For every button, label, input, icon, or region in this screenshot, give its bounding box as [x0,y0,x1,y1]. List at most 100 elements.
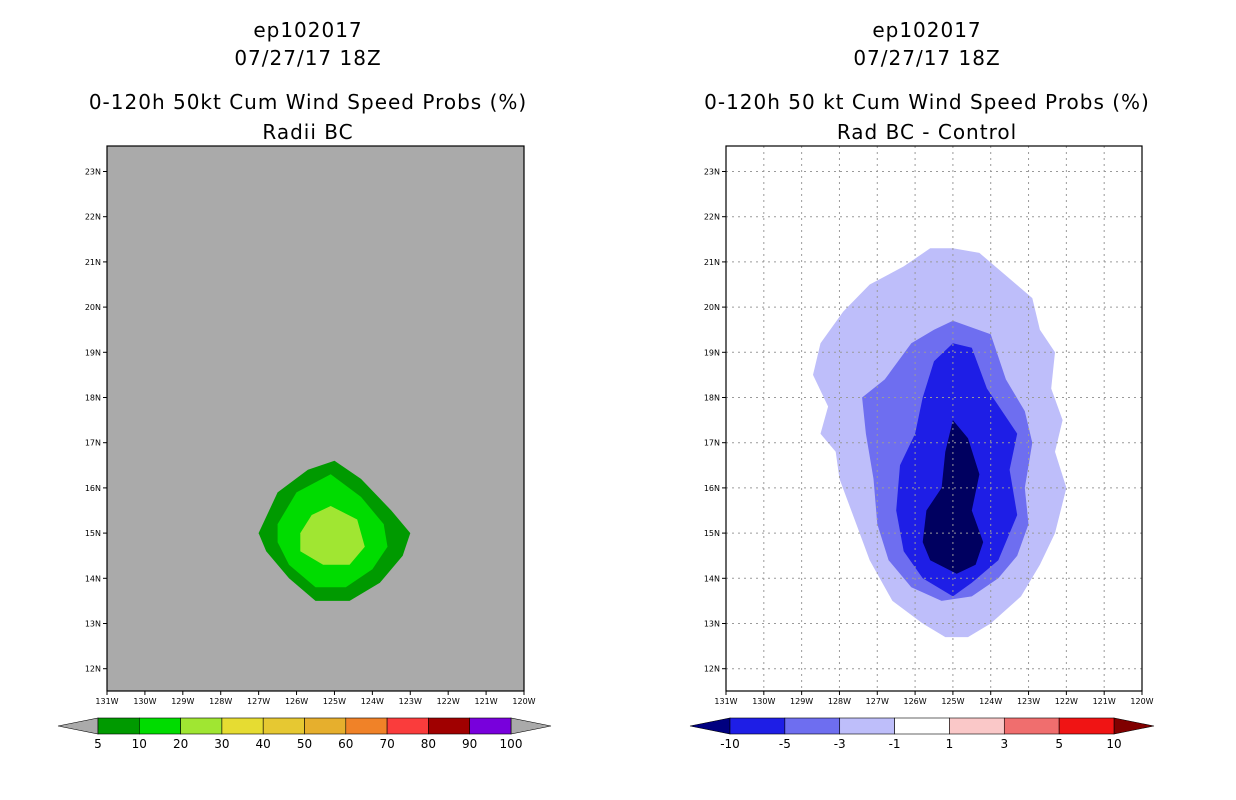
right-y-tick-label-9: 21N [704,258,720,267]
left-datetime: 07/27/17 18Z [234,46,382,70]
left-x-tick-label-10: 121W [474,697,497,706]
right-colorbar-label-4: 1 [946,737,954,751]
right-colorbar-swatch-4 [949,717,1005,735]
right-contour-3 [922,420,984,574]
right-colorbar-label-5: 3 [1000,737,1008,751]
left-y-tick-label-6: 18N [85,394,101,403]
left-plot-area [107,146,524,691]
right-y-tick-label-5: 17N [704,439,720,448]
left-x-tick-label-5: 126W [285,697,308,706]
right-y-tick-label-8: 20N [704,303,720,312]
right-x-tick-label-6: 125W [941,697,964,706]
left-y-tick-label-9: 21N [85,258,101,267]
left-y-tick-label-0: 12N [85,665,101,674]
left-x-tick-label-1: 130W [133,697,156,706]
right-x-tick-label-11: 120W [1130,697,1153,706]
left-colorbar-swatch-3 [221,717,264,735]
left-chart-title: 0-120h 50kt Cum Wind Speed Probs (%) [88,90,528,114]
right-chart-title: 0-120h 50 kt Cum Wind Speed Probs (%) [704,90,1150,114]
left-y-tick-label-1: 13N [85,620,101,629]
right-colorbar-high-arrow [1113,717,1155,735]
left-y-tick-label-3: 15N [85,529,101,538]
left-colorbar-label-6: 60 [338,737,353,751]
left-colorbar-label-3: 30 [214,737,229,751]
left-colorbar-label-2: 20 [173,737,188,751]
left-colorbar-label-8: 80 [421,737,436,751]
right-storm-id: ep102017 [872,18,982,42]
left-colorbar-swatch-6 [345,717,388,735]
left-x-tick-label-4: 127W [247,697,270,706]
right-colorbar-label-2: -3 [834,737,846,751]
right-y-tick-label-7: 19N [704,348,720,357]
left-x-tick-label-0: 131W [95,697,118,706]
right-colorbar-label-3: -1 [889,737,901,751]
right-y-tick-label-1: 13N [704,620,720,629]
right-x-tick-label-1: 130W [752,697,775,706]
left-contour-2 [300,506,365,565]
right-y-tick-label-3: 15N [704,529,720,538]
left-colorbar-label-4: 40 [256,737,271,751]
right-colorbar-label-7: 10 [1106,737,1121,751]
left-x-tick-label-6: 125W [323,697,346,706]
right-colorbar-swatch-5 [1003,717,1060,735]
right-x-tick-label-5: 126W [903,697,926,706]
left-colorbar-label-5: 50 [297,737,312,751]
left-colorbar-swatch-2 [180,717,223,735]
right-x-tick-label-8: 123W [1017,697,1040,706]
right-colorbar-swatch-1 [784,717,841,735]
right-plot-frame [725,145,1143,692]
right-y-tick-label-10: 22N [704,213,720,222]
right-y-tick-label-4: 16N [704,484,720,493]
right-x-tick-label-9: 122W [1055,697,1078,706]
left-colorbar-high-arrow [510,717,552,735]
right-x-tick-label-2: 129W [790,697,813,706]
left-colorbar-label-7: 70 [379,737,394,751]
left-x-tick-label-11: 120W [512,697,535,706]
left-y-tick-label-8: 20N [85,303,101,312]
right-x-tick-label-3: 128W [828,697,851,706]
right-colorbar-swatch-3 [894,717,950,735]
right-x-tick-label-7: 124W [979,697,1002,706]
left-colorbar-swatch-4 [262,717,305,735]
left-x-tick-label-3: 128W [209,697,232,706]
left-y-tick-label-4: 16N [85,484,101,493]
left-colorbar-swatch-7 [386,717,429,735]
left-colorbar-low-arrow [57,717,99,735]
left-chart-subtitle: Radii BC [262,120,354,144]
left-colorbar-swatch-9 [469,717,512,735]
left-x-tick-label-2: 129W [171,697,194,706]
right-y-tick-label-11: 23N [704,168,720,177]
right-y-tick-label-0: 12N [704,665,720,674]
right-x-tick-label-0: 131W [714,697,737,706]
right-colorbar-swatch-6 [1058,717,1115,735]
left-colorbar-label-10: 100 [500,737,523,751]
left-x-tick-label-8: 123W [399,697,422,706]
left-colorbar-label-1: 10 [132,737,147,751]
right-colorbar-label-0: -10 [720,737,740,751]
left-colorbar-label-0: 5 [94,737,102,751]
right-y-tick-label-2: 14N [704,574,720,583]
right-colorbar-swatch-2 [839,717,895,735]
left-colorbar-swatch-8 [428,717,470,735]
right-colorbar-label-6: 5 [1055,737,1063,751]
left-y-tick-label-7: 19N [85,348,101,357]
right-datetime: 07/27/17 18Z [853,46,1001,70]
left-y-tick-label-11: 23N [85,168,101,177]
right-chart-subtitle: Rad BC - Control [836,120,1018,144]
right-x-tick-label-10: 121W [1093,697,1116,706]
left-storm-id: ep102017 [253,18,363,42]
right-colorbar-label-1: -5 [779,737,791,751]
left-colorbar-swatch-5 [304,717,347,735]
right-x-tick-label-4: 127W [866,697,889,706]
right-y-tick-label-6: 18N [704,394,720,403]
left-x-tick-label-7: 124W [361,697,384,706]
left-y-tick-label-2: 14N [85,574,101,583]
left-plot-frame [106,145,525,692]
left-x-tick-label-9: 122W [437,697,460,706]
left-y-tick-label-5: 17N [85,439,101,448]
right-colorbar-swatch-0 [729,717,786,735]
left-colorbar-swatch-0 [97,717,140,735]
left-colorbar-label-9: 90 [462,737,477,751]
right-colorbar-low-arrow [689,717,731,735]
